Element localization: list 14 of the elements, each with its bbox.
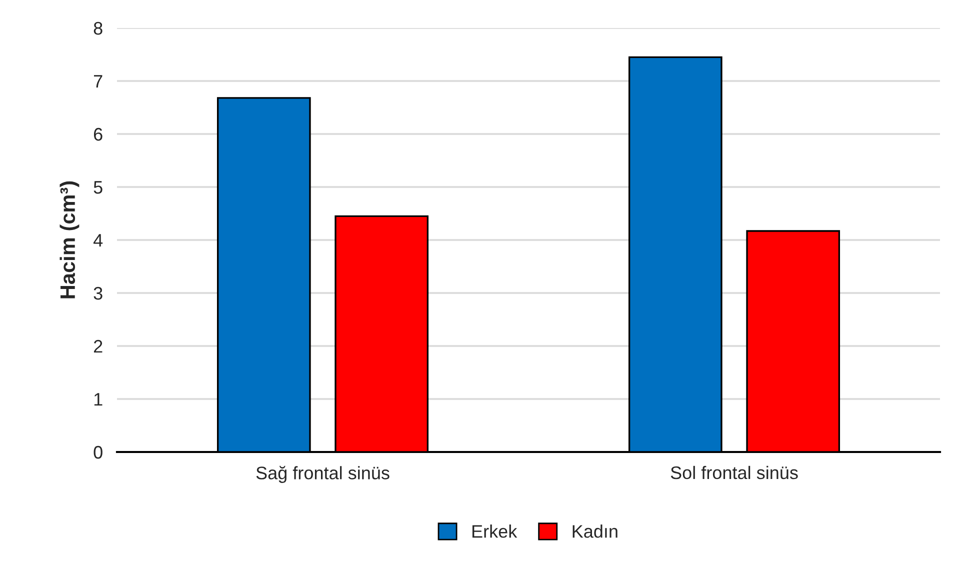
y-tick-label: 5 xyxy=(94,181,102,194)
y-tick-label: 7 xyxy=(94,75,102,88)
y-tick-label: 4 xyxy=(93,234,103,247)
y-tick-label: 8 xyxy=(94,22,102,35)
x-tick-label: Sağ frontal sinüs xyxy=(256,466,390,483)
y-tick-label: 1 xyxy=(94,393,102,406)
y-axis-title: Hacim (cm³) xyxy=(60,181,80,298)
y-tick-label: 2 xyxy=(94,340,102,353)
y-tick-label: 0 xyxy=(94,446,102,459)
x-tick-label: Sol frontal sinüs xyxy=(670,466,798,480)
y-tick-label: 3 xyxy=(94,286,102,300)
y-tick-label: 6 xyxy=(94,128,102,141)
legend-label: Kadın xyxy=(572,524,618,538)
legend-label: Erkek xyxy=(472,524,518,538)
